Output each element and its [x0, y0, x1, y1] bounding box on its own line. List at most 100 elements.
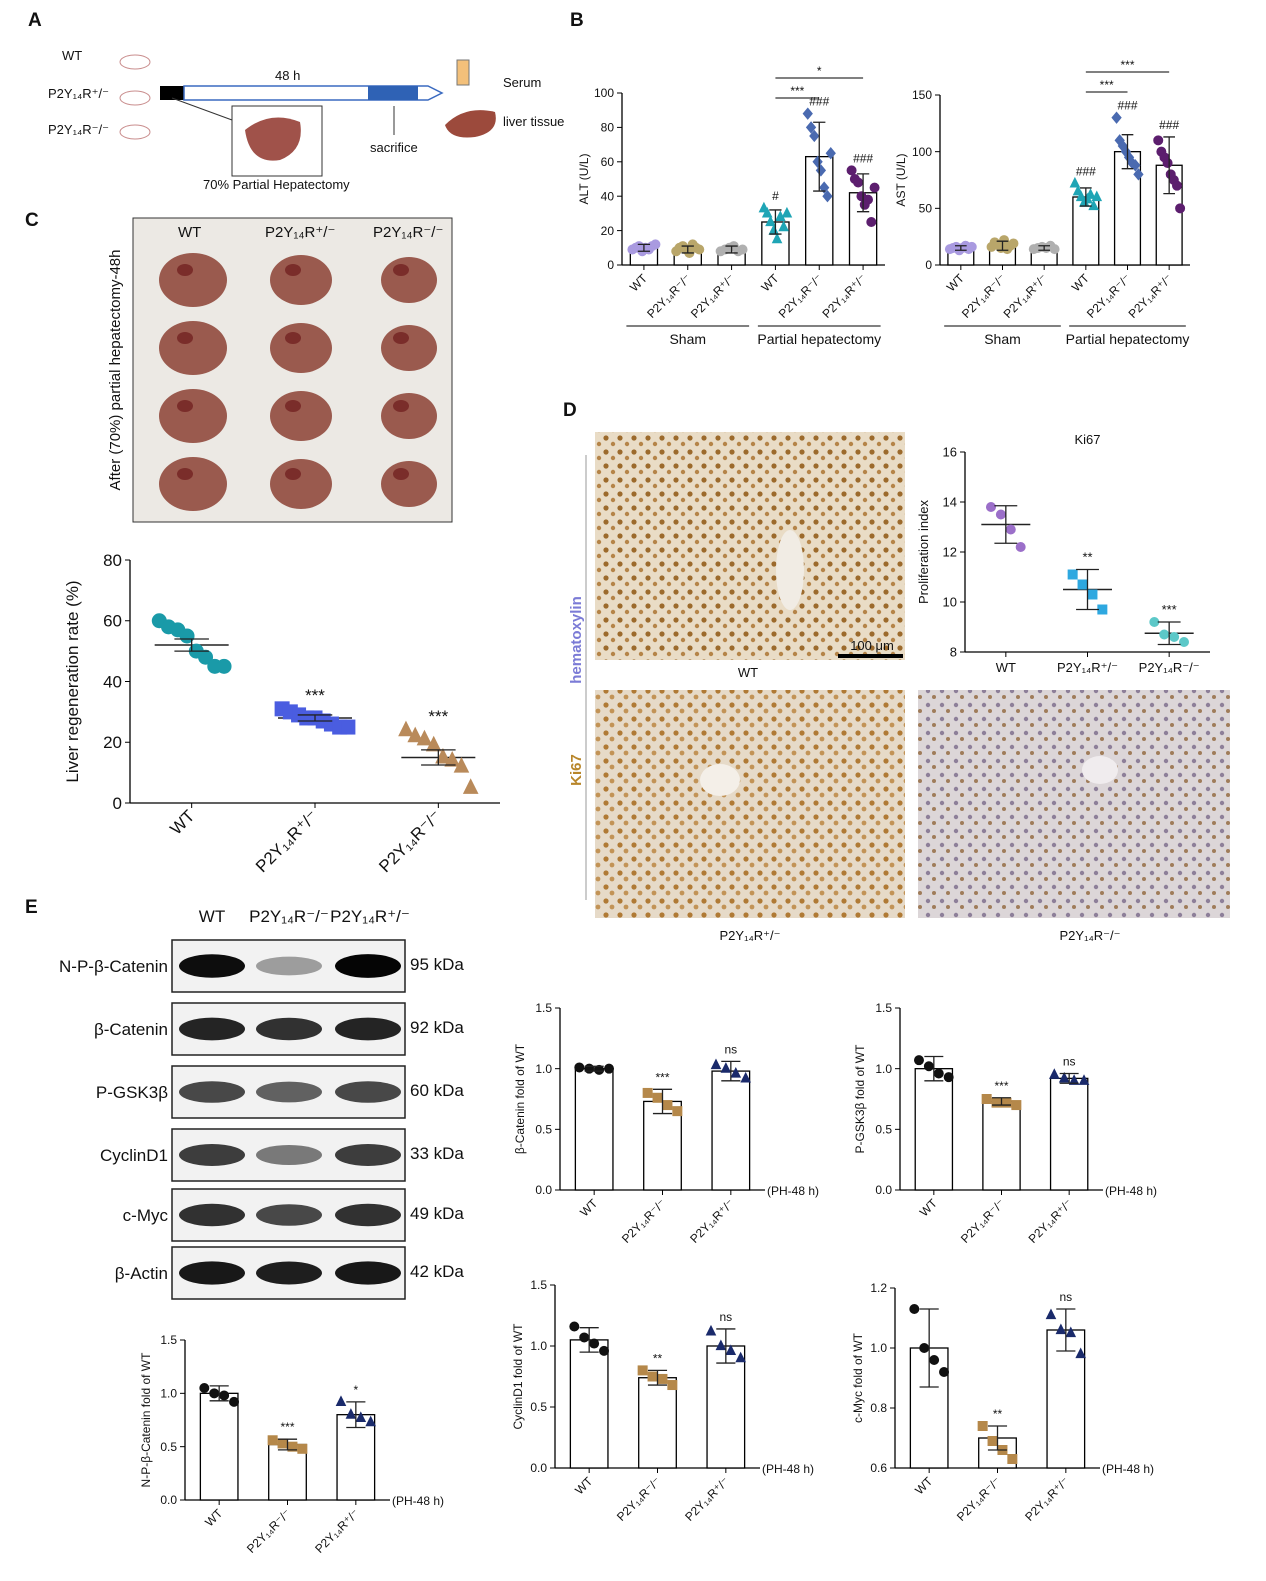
y-axis-label: N-P-β-Catenin fold of WT [139, 1352, 153, 1488]
liver-photo [159, 389, 227, 443]
data-point [1011, 1100, 1022, 1111]
x-tick-label: P2Y₁₄R⁺/⁻ [1126, 271, 1176, 321]
caption: WT [738, 665, 758, 680]
y-tick-label: 0.5 [530, 1400, 547, 1414]
data-point [987, 1436, 998, 1446]
timeline-start [160, 86, 184, 100]
x-tick-label: P2Y₁₄R⁻/⁻ [1084, 271, 1134, 321]
x-tick-label: P2Y₁₄R⁺/⁻ [312, 1506, 362, 1556]
x-tick-label: P2Y₁₄R⁺/⁻ [688, 271, 738, 321]
liver-photo [381, 461, 437, 507]
data-point [1091, 190, 1103, 202]
error-bar [716, 1328, 736, 1364]
histology: 100 μm WT P2Y₁₄R⁺/⁻ P2Y₁₄R⁻/⁻ hematoxyli… [568, 432, 1230, 943]
data-point [809, 129, 820, 143]
x-axis-label: (PH-48 h) [1105, 1184, 1157, 1198]
x-axis-label: (PH-48 h) [1102, 1462, 1154, 1476]
data-point [345, 1408, 357, 1419]
group-label: Partial hepatectomy [1066, 331, 1190, 347]
error-bar [1121, 134, 1134, 170]
x-axis-label: (PH-48 h) [767, 1184, 819, 1198]
x-tick-label: WT [166, 806, 198, 838]
x-tick-label: P2Y₁₄R⁺/⁻ [1057, 660, 1118, 675]
y-axis-label: CyclinD1 fold of WT [511, 1323, 525, 1430]
error-bar [769, 209, 782, 235]
band-size: 92 kDa [410, 1018, 464, 1037]
y-tick-label: 0 [113, 794, 122, 813]
annotation: ns [724, 1042, 737, 1056]
annotation: ### [1159, 118, 1179, 132]
bar [914, 1068, 954, 1191]
bracket-label: *** [1100, 78, 1114, 92]
liver-photo [159, 321, 227, 375]
panel-label: E [25, 897, 38, 918]
y-axis-label: c-Myc fold of WT [851, 1332, 865, 1423]
x-tick-label: WT [202, 1506, 226, 1530]
liver-photo [177, 468, 193, 480]
data-point [462, 778, 479, 794]
error-bar [681, 245, 694, 254]
x-tick-label: P2Y₁₄R⁺/⁻ [252, 806, 322, 876]
data-point [1015, 542, 1026, 552]
y-tick-label: 60 [103, 612, 122, 631]
y-axis-label: AST (U/L) [894, 153, 908, 206]
x-tick-label: P2Y₁₄R⁺/⁻ [819, 271, 869, 321]
data-point [435, 747, 451, 764]
x-tick-label: WT [944, 271, 968, 295]
data-point [1068, 1074, 1080, 1085]
data-point [569, 1321, 580, 1332]
liver-photo [270, 323, 332, 373]
data-point [966, 241, 977, 252]
error-bar [725, 245, 738, 254]
data-point [229, 1396, 240, 1407]
y-axis-label: P-GSK3β fold of WT [853, 1044, 867, 1154]
protein-label: P-GSK3β [96, 1083, 168, 1102]
annotation: # [772, 189, 779, 203]
data-point [977, 1421, 988, 1431]
vessel [776, 530, 804, 610]
protein-label: c-Myc [123, 1206, 169, 1225]
y-axis-label: Proliferation index [916, 499, 931, 604]
y-tick-label: 80 [103, 551, 122, 570]
photo-column: WT [178, 224, 201, 241]
data-point [365, 1415, 376, 1427]
data-point [667, 1380, 678, 1391]
x-tick-label: WT [572, 1474, 596, 1498]
data-point [297, 1443, 308, 1454]
y-tick-label: 0.0 [160, 1493, 177, 1507]
data-point [995, 509, 1006, 520]
timeline-end [368, 86, 418, 100]
data-point [1007, 1454, 1018, 1464]
annotation: *** [280, 1420, 294, 1434]
data-point [1175, 203, 1186, 214]
data-point [672, 1106, 683, 1117]
blot-band [179, 1261, 245, 1285]
y-tick-label: 0.0 [535, 1183, 552, 1197]
x-tick-label: WT [758, 271, 782, 295]
data-point [1097, 604, 1108, 615]
data-point [781, 206, 793, 218]
caption: P2Y₁₄R⁻/⁻ [1060, 928, 1121, 943]
bar [711, 1070, 751, 1191]
western-blot: WT P2Y₁₄R⁻/⁻ P2Y₁₄R⁺/⁻ N-P-β-Catenin 95 k… [59, 907, 464, 1300]
data-point [1065, 1326, 1077, 1338]
liver-photo [393, 332, 409, 344]
data-point [604, 1063, 615, 1074]
y-tick-label: 0.0 [530, 1461, 547, 1475]
y-tick-label: 1.5 [875, 1001, 892, 1015]
data-point [825, 147, 836, 160]
blot-band [256, 956, 322, 976]
bracket-label: * [817, 64, 822, 78]
micrograph [595, 690, 905, 918]
y-axis-label: Liver regeneration rate (%) [63, 580, 82, 782]
annotation: ** [653, 1351, 663, 1365]
y-tick-label: 0 [925, 258, 932, 272]
annotation: ### [853, 151, 873, 165]
data-point [725, 1344, 737, 1355]
data-point [923, 1061, 934, 1072]
liver-photo [159, 253, 227, 307]
y-tick-label: 40 [601, 189, 615, 203]
data-point [846, 165, 857, 176]
data-point [1088, 199, 1099, 211]
y-tick-label: 20 [601, 224, 615, 238]
